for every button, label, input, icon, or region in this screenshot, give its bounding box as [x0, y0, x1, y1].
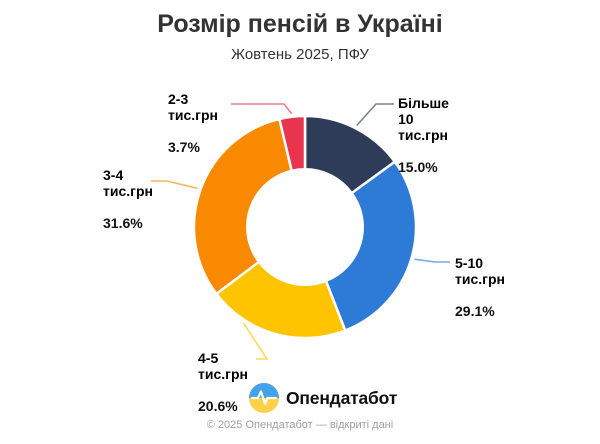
donut-slice-4	[278, 114, 307, 173]
slice-connector-2	[242, 322, 269, 360]
slice-connector-3	[151, 180, 198, 190]
chart-title: Розмір пенсій в Україні	[157, 10, 443, 38]
donut-slice-1	[324, 160, 418, 332]
opendatabot-logo-icon	[249, 383, 279, 413]
opendatabot-logo: Опендатабот	[249, 383, 397, 413]
slice-label-2-3: 2-3 тис.грн 3.7%	[168, 75, 218, 171]
donut-slice-3	[192, 117, 293, 296]
slice-label-text: 5-10 тис.грн	[455, 255, 505, 287]
slice-label-more-10: Більше 10 тис.грн 15.0%	[398, 79, 449, 191]
slice-label-pct: 20.6%	[198, 398, 238, 414]
slice-connector-0	[356, 103, 394, 126]
slice-label-text: Більше 10 тис.грн	[398, 95, 449, 143]
slice-label-text: 4-5 тис.грн	[198, 350, 248, 382]
slice-label-pct: 3.7%	[168, 139, 200, 155]
slice-connector-4	[231, 103, 293, 115]
chart-subtitle: Жовтень 2025, ПФУ	[231, 46, 369, 63]
slice-label-5-10: 5-10 тис.грн 29.1%	[455, 239, 505, 335]
copyright-text: © 2025 Опендатабот — відкриті дані	[206, 419, 394, 431]
slice-label-text: 2-3 тис.грн	[168, 91, 218, 123]
slice-connector-1	[414, 258, 450, 263]
slice-label-text: 3-4 тис.грн	[103, 167, 153, 199]
slice-label-pct: 15.0%	[398, 159, 438, 175]
slice-label-4-5: 4-5 тис.грн 20.6%	[198, 334, 248, 430]
slice-label-pct: 31.6%	[103, 215, 143, 231]
opendatabot-logo-text: Опендатабот	[286, 387, 398, 408]
donut-slice-2	[215, 260, 347, 340]
slice-label-3-4: 3-4 тис.грн 31.6%	[103, 151, 153, 247]
slice-label-pct: 29.1%	[455, 303, 495, 319]
